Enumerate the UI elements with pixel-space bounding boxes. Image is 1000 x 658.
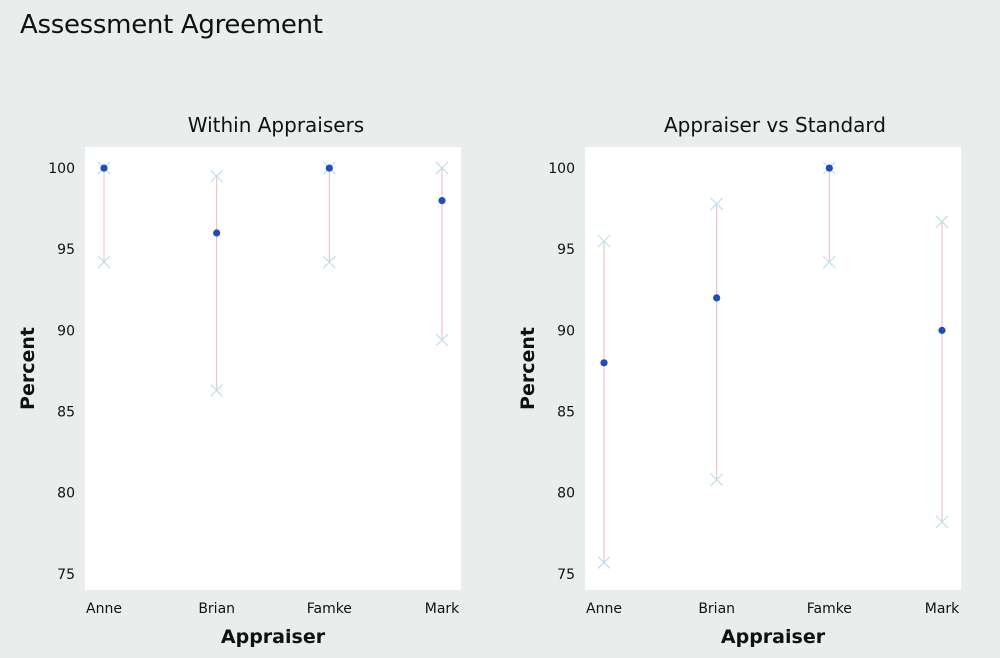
x-axis-label: Appraiser — [721, 626, 826, 648]
y-tick-label: 95 — [57, 242, 75, 258]
page-title: Assessment Agreement — [20, 10, 323, 40]
plot-area — [85, 147, 461, 590]
lower-bound-marker — [935, 515, 949, 529]
x-tick-label: Mark — [925, 601, 960, 617]
data-point — [600, 359, 608, 367]
y-tick-label: 100 — [48, 161, 75, 177]
y-tick-label: 80 — [557, 486, 575, 502]
data-point — [938, 326, 946, 334]
x-tick-label: Brian — [198, 601, 235, 617]
chart-title: Appraiser vs Standard — [664, 113, 886, 137]
lower-bound-marker — [435, 333, 449, 347]
lower-bound-marker — [210, 383, 224, 397]
lower-bound-marker — [710, 473, 724, 487]
upper-bound-marker — [435, 161, 449, 175]
y-axis-label: Percent — [517, 327, 539, 410]
data-point — [438, 196, 446, 205]
data-point — [213, 229, 221, 237]
lower-bound-marker — [97, 255, 111, 269]
x-tick-label: Brian — [698, 601, 735, 617]
lower-bound-marker — [822, 255, 836, 269]
y-tick-label: 80 — [57, 486, 75, 502]
x-axis-label: Appraiser — [221, 626, 326, 648]
data-point — [100, 164, 108, 172]
y-tick-label: 100 — [548, 161, 575, 177]
lower-bound-marker — [322, 255, 336, 269]
y-tick-label: 90 — [57, 323, 75, 339]
x-tick-label: Famke — [807, 601, 852, 617]
y-tick-label: 85 — [57, 405, 75, 421]
upper-bound-marker — [597, 234, 611, 248]
data-point — [825, 164, 833, 172]
lower-bound-marker — [597, 555, 611, 569]
data-point — [713, 294, 721, 302]
upper-bound-marker — [935, 215, 949, 229]
y-tick-label: 90 — [557, 323, 575, 339]
upper-bound-marker — [210, 169, 224, 183]
y-axis-label: Percent — [17, 327, 39, 410]
data-point — [325, 164, 333, 172]
y-tick-label: 75 — [557, 567, 575, 583]
y-tick-label: 95 — [557, 242, 575, 258]
upper-bound-marker — [710, 197, 724, 211]
chart-title: Within Appraisers — [188, 113, 364, 137]
x-tick-label: Anne — [586, 601, 622, 617]
x-tick-label: Anne — [86, 601, 122, 617]
y-tick-label: 85 — [557, 405, 575, 421]
chart-within-appraisers: Within Appraisers 75 80 85 90 95 100 Anne Brian F… — [17, 113, 461, 648]
x-tick-label: Famke — [307, 601, 352, 617]
x-tick-label: Mark — [425, 601, 460, 617]
chart-appraiser-vs-standard: Appraiser vs Standard 75 80 85 90 95 100 Anne Br… — [517, 113, 961, 648]
y-tick-label: 75 — [57, 567, 75, 583]
plot-area — [585, 147, 961, 590]
